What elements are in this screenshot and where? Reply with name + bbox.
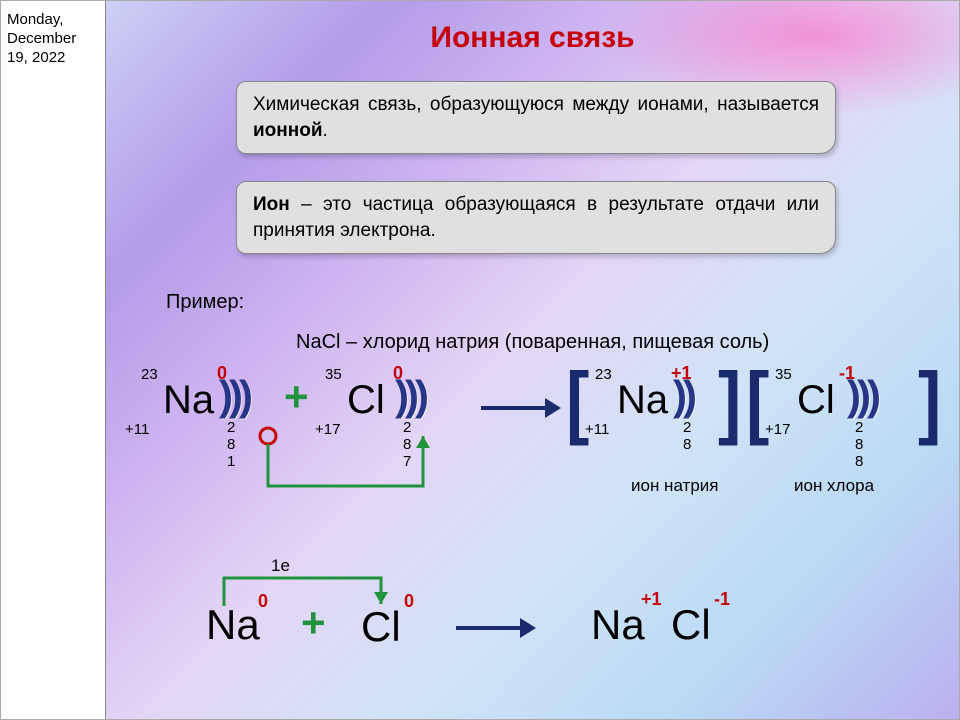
definition-2-post: – это частица образующаяся в результате …	[253, 194, 819, 241]
notes-sidebar: Monday, December 19, 2022	[1, 1, 106, 719]
slide-date: Monday, December 19, 2022	[7, 11, 76, 66]
bracket-close-cl: ]	[918, 355, 941, 447]
definition-1-pre: Химическая связь, образующуюся между ион…	[253, 94, 819, 115]
cl1-sym: Cl	[797, 378, 835, 423]
definition-1-bold: ионной	[253, 120, 323, 141]
ion-cl-label: ион хлора	[794, 476, 874, 496]
eq-na-right: Na	[591, 601, 645, 649]
na1-mass: 23	[595, 366, 612, 383]
eq-ch-m1: -1	[714, 589, 730, 610]
cl1-shells: )))	[847, 372, 877, 420]
example-label: Пример:	[166, 291, 244, 314]
slide-title: Ионная связь	[106, 1, 959, 55]
definition-1-box: Химическая связь, образующуюся между ион…	[236, 81, 836, 154]
cl1-mass: 35	[775, 366, 792, 383]
reaction-arrow-2	[456, 621, 536, 635]
na1-z: +11	[585, 421, 609, 438]
cl1-z: +17	[765, 421, 790, 438]
electron-transfer-arrow-2	[186, 546, 446, 636]
definition-2-box: Ион – это частица образующаяся в результ…	[236, 181, 836, 254]
na1-shells: ))	[673, 372, 693, 420]
electron-transfer-arrow-1	[143, 361, 493, 521]
definition-2-bold: Ион	[253, 194, 290, 215]
reaction-arrow-1	[481, 401, 561, 415]
ion-na-label: ион натрия	[631, 476, 718, 496]
definition-1-post: .	[323, 120, 328, 141]
nacl-caption: NaCl – хлорид натрия (поваренная, пищева…	[296, 331, 769, 354]
na1-sym: Na	[617, 378, 668, 423]
slide-page: Monday, December 19, 2022 Ионная связь Х…	[0, 0, 960, 720]
cl1-elec: 2 8 8	[855, 419, 869, 470]
na1-elec: 2 8	[683, 419, 697, 453]
slide-canvas: Ионная связь Химическая связь, образующу…	[106, 1, 959, 719]
eq-cl-right: Cl	[671, 601, 711, 649]
eq-ch-p1: +1	[641, 589, 662, 610]
bracket-close-na: ]	[718, 355, 741, 447]
